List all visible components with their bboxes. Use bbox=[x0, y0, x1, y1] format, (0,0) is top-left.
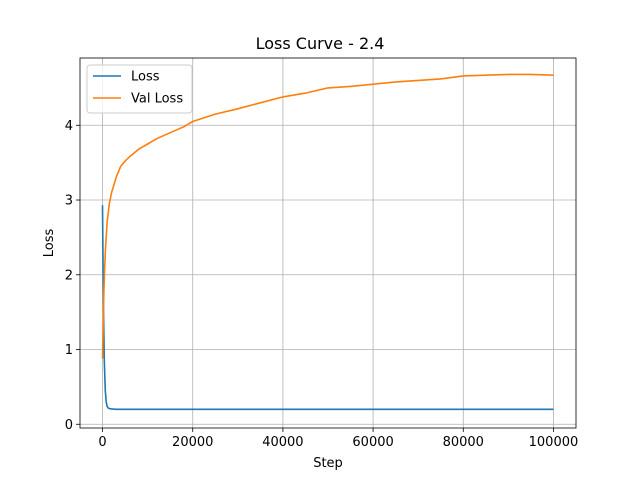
x-axis-label: Step bbox=[313, 456, 343, 471]
legend: Loss Val Loss bbox=[86, 64, 193, 114]
chart-title: Loss Curve - 2.4 bbox=[256, 34, 385, 53]
legend-label-loss: Loss bbox=[131, 70, 160, 85]
y-tick-label: 4 bbox=[65, 119, 73, 134]
y-tick-label: 2 bbox=[65, 268, 73, 283]
plot-area-frame bbox=[79, 57, 577, 429]
series-line-loss bbox=[101, 205, 554, 411]
x-axis: 0 20000 40000 60000 80000 100000 bbox=[98, 428, 578, 450]
y-tick-label: 0 bbox=[65, 418, 73, 433]
series-layer bbox=[101, 73, 554, 411]
series-line-val-loss bbox=[101, 73, 554, 359]
x-tick-label: 100000 bbox=[529, 435, 579, 450]
x-tick-label: 80000 bbox=[443, 435, 484, 450]
legend-label-val-loss: Val Loss bbox=[131, 92, 183, 107]
x-tick-label: 60000 bbox=[352, 435, 393, 450]
y-axis-label: Loss bbox=[42, 229, 57, 258]
legend-frame bbox=[86, 64, 193, 114]
x-tick-label: 40000 bbox=[262, 435, 303, 450]
grid bbox=[80, 58, 576, 428]
y-tick-label: 3 bbox=[65, 194, 73, 209]
y-tick-label: 1 bbox=[65, 343, 73, 358]
x-tick-label: 20000 bbox=[172, 435, 213, 450]
y-axis: 0 1 2 3 4 bbox=[65, 119, 80, 433]
x-tick-label: 0 bbox=[98, 435, 106, 450]
